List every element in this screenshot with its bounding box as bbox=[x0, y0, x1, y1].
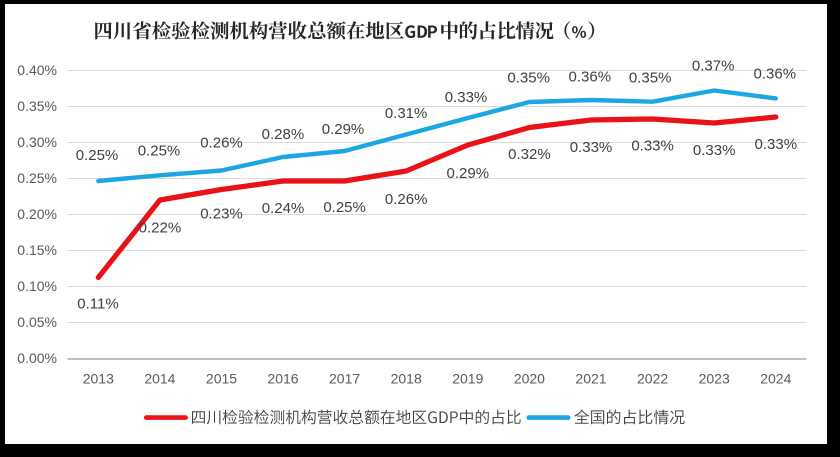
svg-text:0.40%: 0.40% bbox=[17, 62, 57, 78]
svg-text:0.15%: 0.15% bbox=[17, 242, 57, 258]
svg-text:2014: 2014 bbox=[144, 371, 175, 387]
svg-text:2019: 2019 bbox=[452, 371, 483, 387]
svg-text:0.10%: 0.10% bbox=[17, 278, 57, 294]
svg-text:0.31%: 0.31% bbox=[385, 105, 428, 122]
svg-text:0.25%: 0.25% bbox=[138, 142, 181, 159]
svg-text:0.33%: 0.33% bbox=[445, 89, 488, 106]
svg-text:0.20%: 0.20% bbox=[17, 206, 57, 222]
svg-text:2017: 2017 bbox=[329, 371, 360, 387]
svg-text:2022: 2022 bbox=[637, 371, 668, 387]
svg-text:0.22%: 0.22% bbox=[139, 219, 182, 236]
svg-text:2020: 2020 bbox=[514, 371, 545, 387]
svg-text:0.33%: 0.33% bbox=[631, 137, 674, 154]
svg-text:0.11%: 0.11% bbox=[77, 295, 118, 312]
svg-text:0.25%: 0.25% bbox=[76, 147, 119, 164]
svg-text:0.33%: 0.33% bbox=[570, 139, 613, 156]
svg-text:0.29%: 0.29% bbox=[447, 165, 490, 182]
svg-text:2024: 2024 bbox=[760, 371, 791, 387]
svg-text:0.25%: 0.25% bbox=[17, 170, 57, 186]
svg-text:0.25%: 0.25% bbox=[323, 199, 366, 216]
svg-text:2016: 2016 bbox=[267, 371, 298, 387]
svg-text:2013: 2013 bbox=[83, 371, 114, 387]
svg-text:0.29%: 0.29% bbox=[322, 121, 365, 138]
svg-text:0.32%: 0.32% bbox=[508, 146, 551, 163]
svg-text:0.35%: 0.35% bbox=[629, 70, 672, 87]
svg-text:0.05%: 0.05% bbox=[17, 314, 57, 330]
svg-text:0.26%: 0.26% bbox=[200, 134, 243, 151]
svg-text:0.26%: 0.26% bbox=[385, 191, 428, 208]
svg-text:0.00%: 0.00% bbox=[17, 350, 57, 366]
svg-text:0.28%: 0.28% bbox=[262, 126, 305, 143]
svg-text:2015: 2015 bbox=[206, 371, 237, 387]
svg-text:0.36%: 0.36% bbox=[754, 65, 797, 82]
svg-text:0.33%: 0.33% bbox=[755, 136, 798, 153]
svg-text:0.33%: 0.33% bbox=[693, 142, 736, 159]
svg-text:2018: 2018 bbox=[391, 371, 422, 387]
svg-text:0.37%: 0.37% bbox=[692, 58, 735, 75]
svg-text:2023: 2023 bbox=[699, 371, 730, 387]
svg-text:0.30%: 0.30% bbox=[17, 134, 57, 150]
svg-text:2021: 2021 bbox=[575, 371, 606, 387]
svg-text:0.35%: 0.35% bbox=[507, 70, 550, 87]
svg-text:0.23%: 0.23% bbox=[200, 206, 243, 223]
svg-text:0.35%: 0.35% bbox=[17, 98, 57, 114]
svg-text:0.24%: 0.24% bbox=[262, 200, 305, 217]
svg-text:0.36%: 0.36% bbox=[569, 68, 612, 85]
